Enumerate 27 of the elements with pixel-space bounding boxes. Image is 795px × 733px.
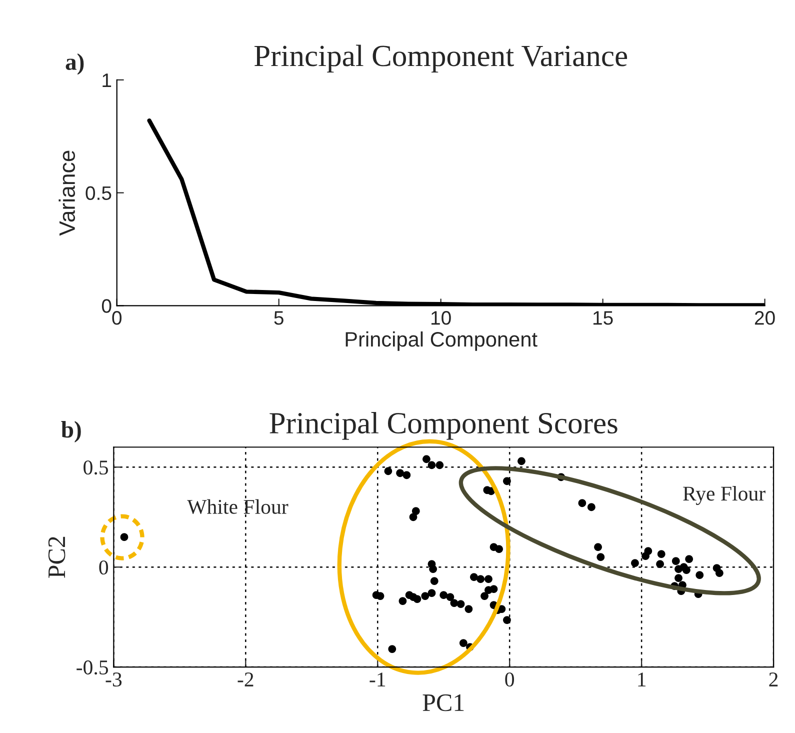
text: a) [66, 53, 84, 75]
y-tick-label: 0.5 [86, 186, 112, 200]
y-axis-title: PC2 [48, 536, 66, 578]
x-tick-label: 2 [769, 672, 778, 686]
x-tick-label: -1 [370, 672, 386, 686]
annotation: Rye Flour [683, 486, 766, 505]
x-tick-label: 0 [505, 672, 514, 687]
chart-title: Principal Component Variance [254, 44, 628, 73]
x-tick-label: 5 [274, 311, 284, 325]
y-tick-label: -0.5 [76, 660, 108, 675]
x-tick-label: -3 [106, 672, 122, 687]
x-tick-label: 1 [638, 672, 646, 686]
x-axis-title: Principal Component [346, 331, 538, 351]
x-tick-label: 0 [112, 311, 122, 325]
y-tick-label: 1 [102, 74, 112, 87]
x-tick-label: 15 [593, 311, 613, 325]
y-tick-label: 0 [99, 560, 108, 575]
x-axis-title: PC1 [422, 694, 464, 712]
chart-title: Principal Component Scores [270, 412, 618, 440]
annotation: White Flour [187, 499, 288, 514]
x-tick-label: -2 [238, 672, 254, 686]
x-tick-label: 10 [431, 311, 451, 325]
y-tick-label: 0 [102, 299, 112, 313]
x-tick-label: 20 [754, 311, 775, 325]
text: b) [61, 421, 81, 442]
y-axis-title: Variance [58, 150, 76, 236]
y-tick-label: 0.5 [84, 460, 108, 475]
